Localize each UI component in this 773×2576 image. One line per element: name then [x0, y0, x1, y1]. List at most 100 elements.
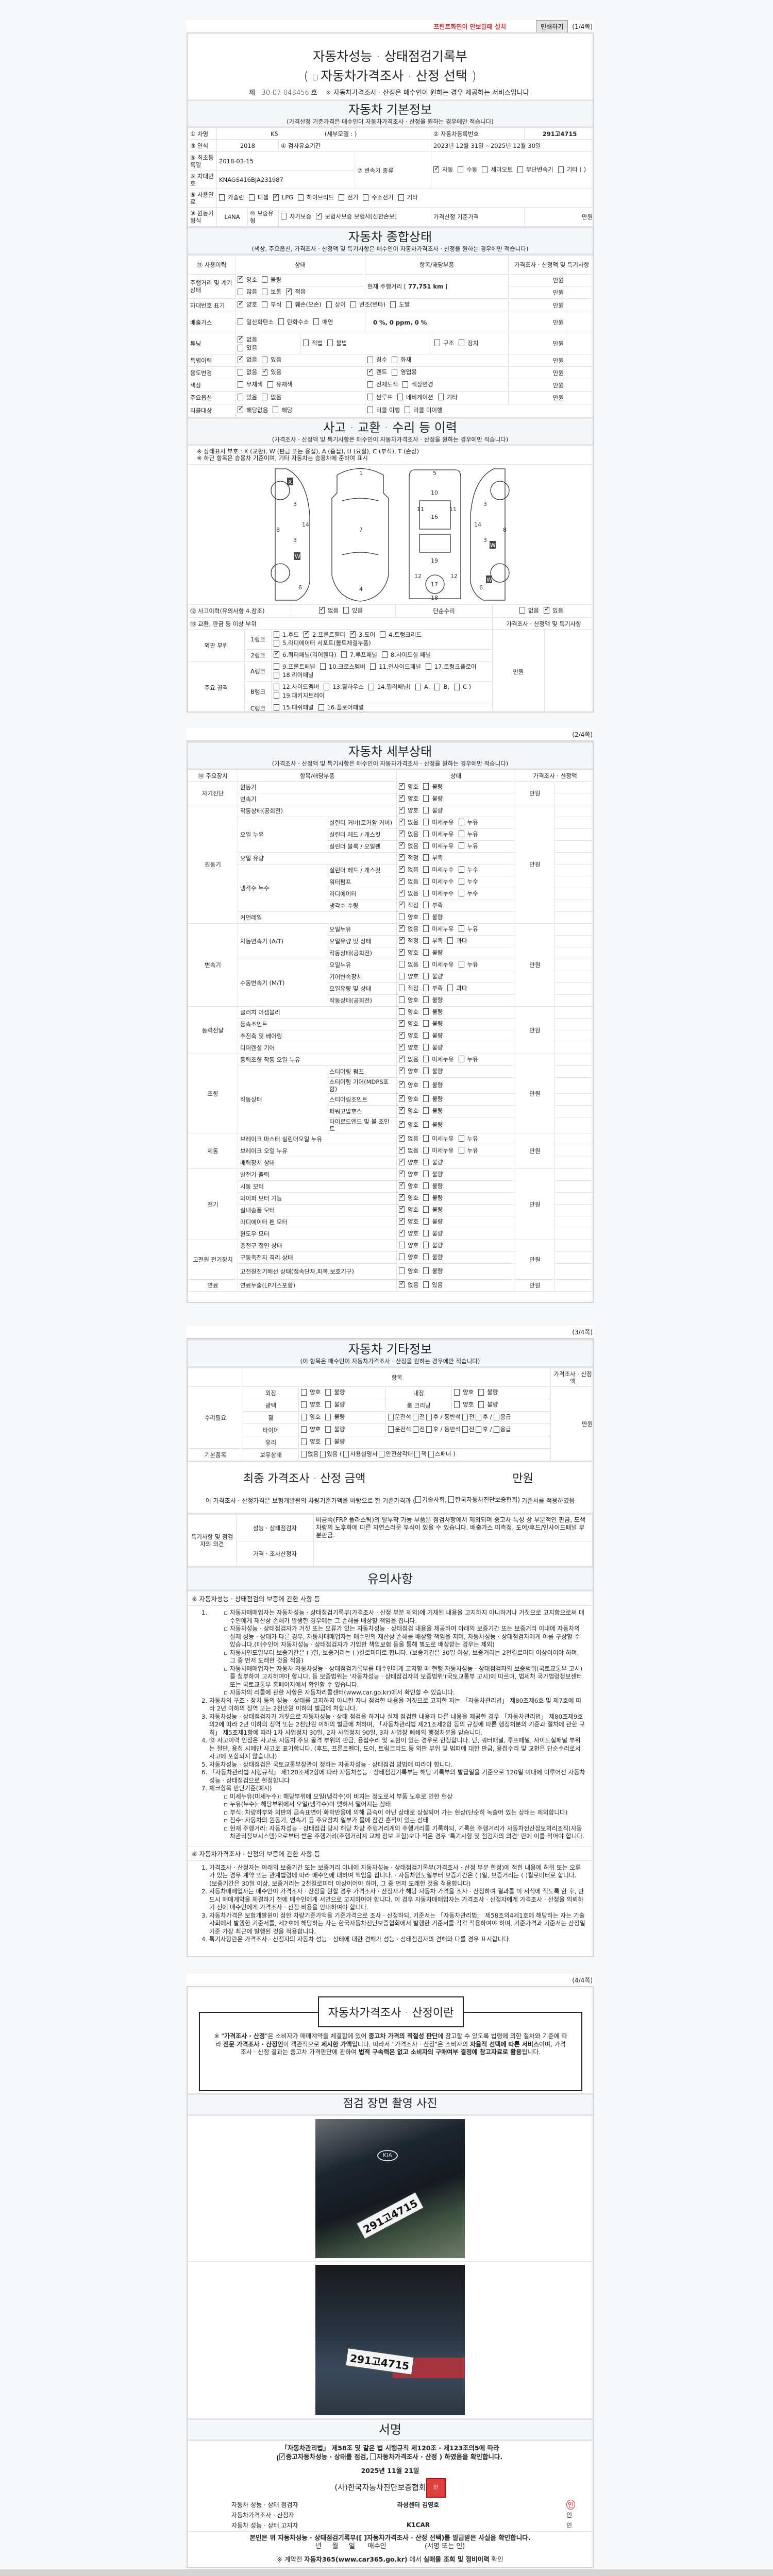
checkbox-icon[interactable] — [423, 961, 429, 968]
checkbox-option[interactable]: 불량 — [423, 1242, 443, 1249]
checkbox-icon[interactable] — [423, 1032, 429, 1039]
checkbox-icon[interactable] — [343, 607, 349, 614]
checkbox-checked-icon[interactable] — [399, 1094, 405, 1103]
checkbox-option[interactable]: 많음 — [238, 288, 257, 295]
checkbox-option[interactable]: 양호 — [399, 1043, 418, 1051]
checkbox-icon[interactable] — [367, 394, 374, 401]
checkbox-checked-icon[interactable] — [274, 650, 280, 658]
checkbox-icon[interactable] — [274, 704, 279, 711]
checkbox-icon[interactable] — [274, 663, 279, 670]
checkbox-option[interactable]: 후 / 동반석 — [426, 1426, 461, 1433]
checkbox-option[interactable]: 없음 — [238, 335, 298, 343]
checkbox-option[interactable]: 자동차가격조사 · 산정 ) 하였음을 확인합니다. — [370, 2452, 502, 2461]
checkbox-checked-icon[interactable] — [399, 924, 405, 933]
checkbox-option[interactable]: 해당 — [273, 406, 293, 414]
checkbox-icon[interactable] — [423, 890, 429, 897]
checkbox-checked-icon[interactable] — [399, 1066, 405, 1075]
checkbox-checked-icon[interactable] — [273, 193, 279, 201]
checkbox-icon[interactable] — [262, 276, 268, 283]
checkbox-option[interactable]: 해당없음 — [238, 405, 268, 414]
checkbox-option[interactable]: 불량 — [423, 913, 443, 921]
checkbox-icon[interactable] — [423, 1159, 429, 1166]
checkbox-option[interactable]: 운전석 — [388, 1413, 411, 1420]
checkbox-icon[interactable] — [274, 631, 279, 638]
price-option-checkbox[interactable] — [313, 75, 318, 80]
checkbox-icon[interactable] — [448, 1496, 454, 1503]
checkbox-icon[interactable] — [423, 1135, 429, 1142]
checkbox-checked-icon[interactable] — [399, 829, 405, 838]
checkbox-icon[interactable] — [426, 1413, 432, 1420]
checkbox-icon[interactable] — [459, 340, 465, 347]
checkbox-option[interactable]: 리콜 이행 — [367, 406, 400, 414]
checkbox-checked-icon[interactable] — [399, 889, 405, 897]
checkbox-icon[interactable] — [343, 1450, 349, 1458]
checkbox-option[interactable]: 양호 — [399, 1019, 418, 1027]
checkbox-icon[interactable] — [423, 866, 429, 873]
checkbox-icon[interactable] — [458, 1135, 464, 1142]
checkbox-option[interactable]: 불법 — [327, 340, 347, 347]
checkbox-option[interactable]: 중고자동차성능 · 상태를 점검, — [279, 2452, 368, 2461]
checkbox-icon[interactable] — [405, 406, 410, 414]
checkbox-option[interactable]: 양호 — [454, 1401, 474, 1408]
checkbox-icon[interactable] — [320, 663, 326, 670]
checkbox-option[interactable]: 양호 — [399, 948, 418, 956]
checkbox-icon[interactable] — [458, 878, 464, 885]
checkbox-option[interactable]: 있음 — [238, 344, 298, 351]
checkbox-option[interactable]: 누수 — [458, 866, 478, 873]
checkbox-option[interactable]: 6.쿼터패널(리어휀다) — [274, 650, 337, 658]
checkbox-option[interactable]: 불량 — [423, 1194, 443, 1201]
checkbox-icon[interactable] — [458, 842, 464, 850]
checkbox-option[interactable]: 기타 — [398, 194, 418, 201]
checkbox-option[interactable]: 불량 — [423, 1121, 443, 1128]
checkbox-icon[interactable] — [423, 1147, 429, 1154]
checkbox-checked-icon[interactable] — [399, 1217, 405, 1225]
checkbox-option[interactable]: 가솔린 — [219, 194, 244, 201]
checkbox-option[interactable]: 9.프론트패널 — [274, 663, 315, 670]
checkbox-option[interactable]: 후 / — [476, 1426, 492, 1433]
checkbox-icon[interactable] — [274, 671, 279, 679]
checkbox-icon[interactable] — [399, 961, 405, 968]
checkbox-icon[interactable] — [367, 356, 374, 363]
checkbox-option[interactable]: 누유 — [458, 1135, 478, 1142]
checkbox-icon[interactable] — [423, 1230, 429, 1237]
checkbox-icon[interactable] — [447, 985, 453, 992]
checkbox-option[interactable]: 17.트렁크플로어 — [425, 663, 477, 670]
checkbox-option[interactable]: 11.인사이드패널 — [370, 663, 421, 670]
checkbox-option[interactable]: 양호 — [301, 1388, 321, 1396]
checkbox-icon[interactable] — [380, 631, 386, 638]
checkbox-icon[interactable] — [399, 985, 405, 992]
checkbox-checked-icon[interactable] — [238, 405, 244, 414]
checkbox-option[interactable]: 장치 — [459, 340, 478, 347]
checkbox-option[interactable]: 적정 — [399, 901, 418, 909]
checkbox-option[interactable]: 양호 — [301, 1401, 321, 1408]
checkbox-option[interactable]: 없음 — [399, 829, 418, 838]
checkbox-option[interactable]: 있음 — [343, 607, 363, 614]
checkbox-checked-icon[interactable] — [238, 300, 244, 308]
checkbox-option[interactable]: 양호 — [399, 1229, 418, 1237]
checkbox-checked-icon[interactable] — [399, 865, 405, 873]
checkbox-icon[interactable] — [262, 301, 268, 308]
checkbox-icon[interactable] — [399, 1242, 405, 1249]
checkbox-checked-icon[interactable] — [399, 818, 405, 826]
checkbox-checked-icon[interactable] — [399, 1146, 405, 1154]
checkbox-icon[interactable] — [454, 1388, 460, 1396]
checkbox-icon[interactable] — [423, 996, 429, 1004]
checkbox-option[interactable]: 일산화탄소 — [238, 318, 274, 326]
checkbox-option[interactable]: 불량 — [423, 1107, 443, 1114]
checkbox-icon[interactable] — [423, 783, 429, 790]
checkbox-option[interactable]: 불량 — [325, 1413, 345, 1420]
checkbox-option[interactable]: 세미오토 — [482, 166, 513, 173]
checkbox-checked-icon[interactable] — [304, 630, 310, 638]
checkbox-icon[interactable] — [423, 1253, 429, 1261]
checkbox-option[interactable]: 양호 — [399, 782, 418, 790]
checkbox-icon[interactable] — [238, 344, 243, 351]
checkbox-option[interactable]: 불량 — [325, 1438, 345, 1445]
checkbox-option[interactable]: 없음 — [399, 818, 418, 826]
checkbox-option[interactable]: 없음 — [519, 607, 539, 614]
checkbox-icon[interactable] — [399, 913, 405, 921]
checkbox-icon[interactable] — [341, 651, 347, 658]
checkbox-icon[interactable] — [423, 1218, 429, 1225]
checkbox-icon[interactable] — [423, 1121, 429, 1128]
checkbox-option[interactable]: 과다 — [447, 937, 467, 944]
checkbox-option[interactable]: 없음 — [238, 368, 257, 376]
